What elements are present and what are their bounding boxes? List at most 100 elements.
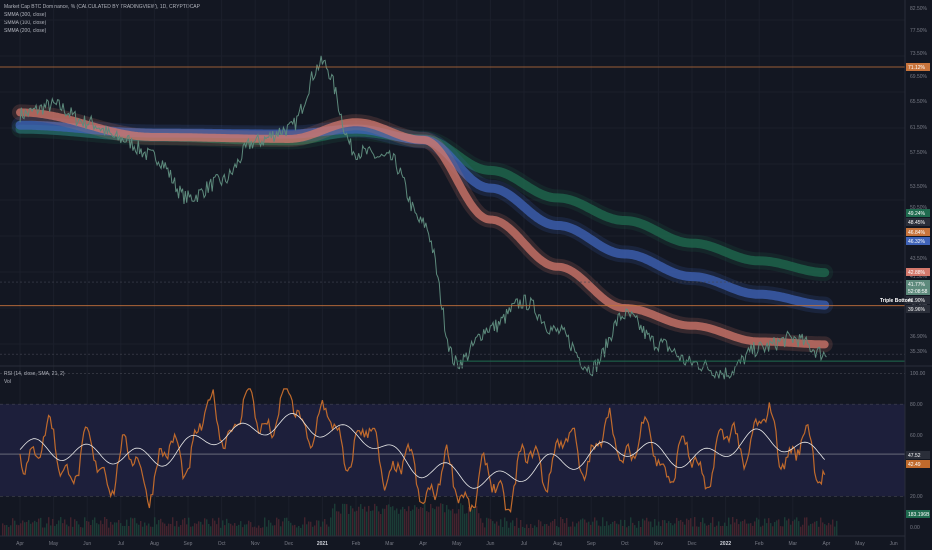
price-badge-label: 46.32%: [908, 239, 926, 245]
volume-bar: [514, 526, 516, 536]
smma-ribbon[interactable]: [16, 108, 829, 349]
volume-bar: [774, 522, 776, 536]
volume-bar: [322, 521, 324, 536]
volume-bar: [546, 524, 548, 536]
rsi-badge-label: 47.52: [908, 453, 921, 459]
volume-bar: [784, 517, 786, 536]
volume-bar: [810, 523, 812, 536]
volume-bar: [228, 523, 230, 536]
volume-bar: [102, 524, 104, 536]
volume-bar: [664, 520, 666, 536]
volume-bar: [620, 519, 622, 536]
volume-bar: [392, 506, 394, 536]
volume-bar: [426, 511, 428, 536]
volume-bar: [388, 504, 390, 536]
rsi-badge: [906, 451, 930, 459]
volume-bar: [412, 509, 414, 536]
volume-bar: [568, 526, 570, 536]
volume-bar: [348, 513, 350, 536]
volume-bar: [18, 525, 20, 536]
time-tick-label: Jun: [486, 541, 494, 547]
volume-bar: [22, 520, 24, 536]
volume-bar: [402, 506, 404, 536]
indicator-legend-smma100[interactable]: SMMA (100, close): [4, 20, 47, 26]
price-badge: [906, 237, 930, 245]
volume-bar: [276, 517, 278, 536]
volume-bar: [288, 520, 290, 536]
volume-bar: [106, 518, 108, 536]
volume-bar: [34, 520, 36, 536]
time-axis[interactable]: Apr May Jun Jul Aug Sep Oct Nov Dec 2021 Feb Mar Apr…: [16, 541, 898, 547]
volume-bar: [272, 525, 274, 536]
volume-bar: [518, 527, 520, 536]
volume-bar: [260, 527, 262, 536]
volume-bar: [444, 512, 446, 536]
rsi-axis[interactable]: 100.00 80.00 60.00 20.00 0.00 47.52 42.49 183.1…: [906, 371, 930, 531]
volume-bar: [656, 525, 658, 536]
volume-bar: [404, 508, 406, 536]
price-tick-label: 77.50%: [910, 28, 928, 34]
volume-bar: [696, 526, 698, 536]
volume-bar: [728, 517, 730, 536]
volume-bar: [398, 513, 400, 536]
volume-bar: [46, 523, 48, 536]
volume-bar: [830, 524, 832, 536]
volume-bar: [62, 523, 64, 536]
price-badge-label: 41.77%: [908, 282, 926, 288]
volume-bar: [632, 522, 634, 536]
volume-bar: [534, 525, 536, 536]
volume-bar: [660, 526, 662, 536]
rsi-line[interactable]: [19, 388, 826, 514]
volume-bar: [674, 523, 676, 536]
volume-bar: [566, 518, 568, 536]
volume-bar: [530, 523, 532, 536]
indicator-legend-smma300[interactable]: SMMA (300, close): [4, 12, 47, 18]
volume-bar: [490, 519, 492, 536]
price-badge-label: 42.88%: [908, 270, 926, 276]
volume-bar: [828, 522, 830, 536]
volume-bar: [248, 520, 250, 536]
volume-bar: [598, 525, 600, 536]
volume-bar: [238, 524, 240, 536]
volume-bar: [622, 525, 624, 536]
volume-bar: [128, 525, 130, 536]
price-tick-label: 57.50%: [910, 150, 928, 156]
volume-bar: [354, 511, 356, 536]
rsi-tick-label: 100.00: [910, 371, 926, 377]
volume-bar: [70, 517, 72, 536]
volume-bar: [526, 524, 528, 536]
volume-bar: [38, 518, 40, 536]
volume-bar: [320, 526, 322, 536]
volume-bar: [268, 520, 270, 536]
volume-bar: [740, 521, 742, 536]
volume-bar: [254, 526, 256, 536]
volume-bar: [48, 517, 50, 536]
volume-bar: [146, 525, 148, 536]
volume-bar: [482, 522, 484, 536]
price-axis[interactable]: 82.50% 77.50% 73.50% 69.50% 65.50% 61.50% 57.5…: [906, 6, 930, 355]
indicator-legend-smma200[interactable]: SMMA (200, close): [4, 28, 47, 34]
volume-bar: [744, 519, 746, 536]
vol-legend[interactable]: Vol: [4, 379, 11, 385]
volume-bar: [456, 513, 458, 536]
rsi-pane[interactable]: [0, 388, 905, 536]
volume-bar: [464, 513, 466, 536]
rsi-legend[interactable]: RSI (14, close, SMA, 21, 2): [4, 371, 65, 377]
rsi-badge: [906, 510, 930, 518]
volume-bar: [306, 524, 308, 536]
volume-bar: [806, 517, 808, 536]
volume-bar: [326, 524, 328, 536]
volume-bar: [338, 511, 340, 536]
volume-bar: [366, 511, 368, 536]
volume-bar: [72, 526, 74, 536]
rsi-tick-label: 80.00: [910, 402, 923, 408]
volume-bar: [184, 517, 186, 536]
volume-bar: [836, 520, 838, 536]
volume-bar: [302, 524, 304, 536]
volume-bar: [498, 525, 500, 536]
volume-bar: [148, 523, 150, 536]
rsi-ma-line[interactable]: [19, 413, 825, 489]
volume-bar: [80, 527, 82, 536]
volume-bar: [614, 520, 616, 536]
